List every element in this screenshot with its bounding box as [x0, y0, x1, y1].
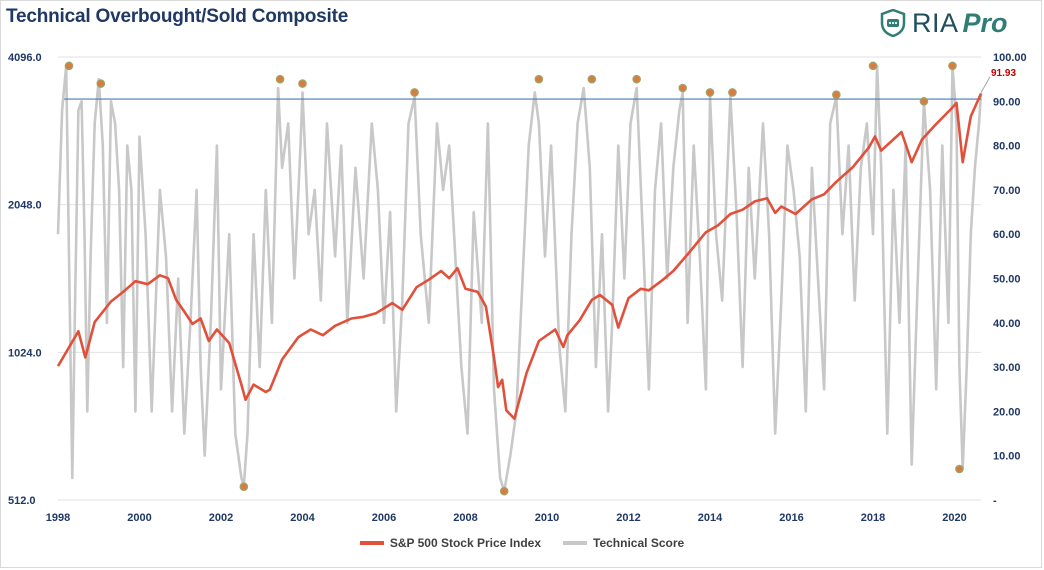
extreme-marker-16 [948, 61, 957, 71]
gridlines [58, 56, 981, 501]
x-tick-label-7: 2012 [616, 512, 640, 524]
legend-item-score: Technical Score [563, 536, 684, 550]
right-tick-label-1: 10.00 [993, 451, 1021, 463]
x-tick-label-3: 2004 [290, 512, 315, 524]
right-tick-label-8: 80.00 [993, 141, 1021, 153]
x-tick-label-1: 2000 [127, 512, 151, 524]
extreme-markers [64, 61, 964, 496]
extreme-marker-8 [587, 74, 597, 84]
right-tick-label-5: 50.00 [993, 274, 1021, 286]
annotation-leader [980, 76, 991, 93]
right-tick-label-4: 40.00 [993, 318, 1021, 330]
technical-score-line [56, 64, 983, 493]
left-axis-ticks: 512.0 1024.0 2048.0 4096.0 [8, 52, 42, 507]
right-tick-label-6: 60.00 [993, 229, 1021, 241]
extreme-marker-10 [678, 83, 688, 93]
x-axis-ticks: 1998 2000 2002 2004 2006 2008 2010 2012 2014 2016… [46, 512, 967, 524]
right-tick-label-9: 90.00 [993, 96, 1021, 108]
extreme-marker-11 [705, 88, 715, 97]
chart-title: Technical Overbought/Sold Composite [6, 6, 349, 27]
left-tick-label-2: 2048.0 [8, 200, 42, 212]
ria-pro-logo: RIA Pro [880, 8, 1008, 38]
extreme-marker-14 [868, 61, 878, 71]
extreme-marker-5 [410, 88, 419, 97]
legend-item-price: S&P 500 Stock Price Index [359, 536, 542, 550]
logo-pro: Pro [962, 7, 1008, 38]
right-tick-label-10: 100.00 [993, 52, 1027, 64]
x-tick-label-6: 2010 [535, 512, 559, 524]
sp500-price-series [56, 93, 983, 421]
right-tick-label-2: 20.00 [993, 406, 1021, 418]
extreme-marker-3 [275, 74, 285, 84]
x-tick-label-0: 1998 [46, 512, 70, 524]
left-tick-label-0: 512.0 [8, 495, 36, 507]
x-tick-label-2: 2002 [209, 512, 233, 524]
x-tick-label-5: 2008 [453, 512, 477, 524]
x-tick-label-8: 2014 [698, 512, 723, 524]
extreme-marker-9 [632, 74, 641, 84]
sp500-price-line [56, 93, 983, 421]
x-tick-label-4: 2006 [372, 512, 396, 524]
extreme-marker-4 [298, 79, 307, 88]
legend-label-score: Technical Score [593, 536, 685, 550]
latest-value-label: 91.93 [991, 68, 1016, 79]
extreme-marker-15 [919, 97, 929, 106]
extreme-marker-7 [534, 74, 544, 84]
extreme-marker-13 [832, 90, 841, 99]
extreme-marker-17 [955, 464, 964, 474]
right-tick-label-3: 30.00 [993, 362, 1021, 374]
shield-chat-icon [880, 9, 906, 37]
extreme-marker-2 [239, 482, 249, 492]
x-tick-label-10: 2018 [861, 512, 885, 524]
extreme-marker-1 [96, 79, 106, 88]
logo-text: RIA [912, 7, 959, 38]
legend-swatch-score [563, 541, 588, 545]
x-tick-label-11: 2020 [942, 512, 966, 524]
legend-swatch-price [359, 541, 384, 545]
legend-label-price: S&P 500 Stock Price Index [389, 536, 542, 550]
right-axis-ticks: - 10.00 20.00 30.00 40.00 50.00 60.00 70.00 80.0… [993, 52, 1027, 507]
x-tick-label-9: 2016 [779, 512, 803, 524]
extreme-marker-0 [64, 61, 74, 71]
right-tick-label-7: 70.00 [993, 185, 1021, 197]
right-tick-label-0: - [993, 495, 997, 507]
left-tick-label-1: 1024.0 [8, 347, 42, 359]
left-tick-label-3: 4096.0 [8, 52, 42, 64]
technical-score-series [56, 64, 983, 493]
extreme-marker-6 [499, 486, 509, 496]
chart-legend: S&P 500 Stock Price Index Technical Scor… [0, 536, 1044, 550]
extreme-marker-12 [728, 88, 737, 97]
latest-annotation-group: 91.93 [980, 68, 1016, 93]
